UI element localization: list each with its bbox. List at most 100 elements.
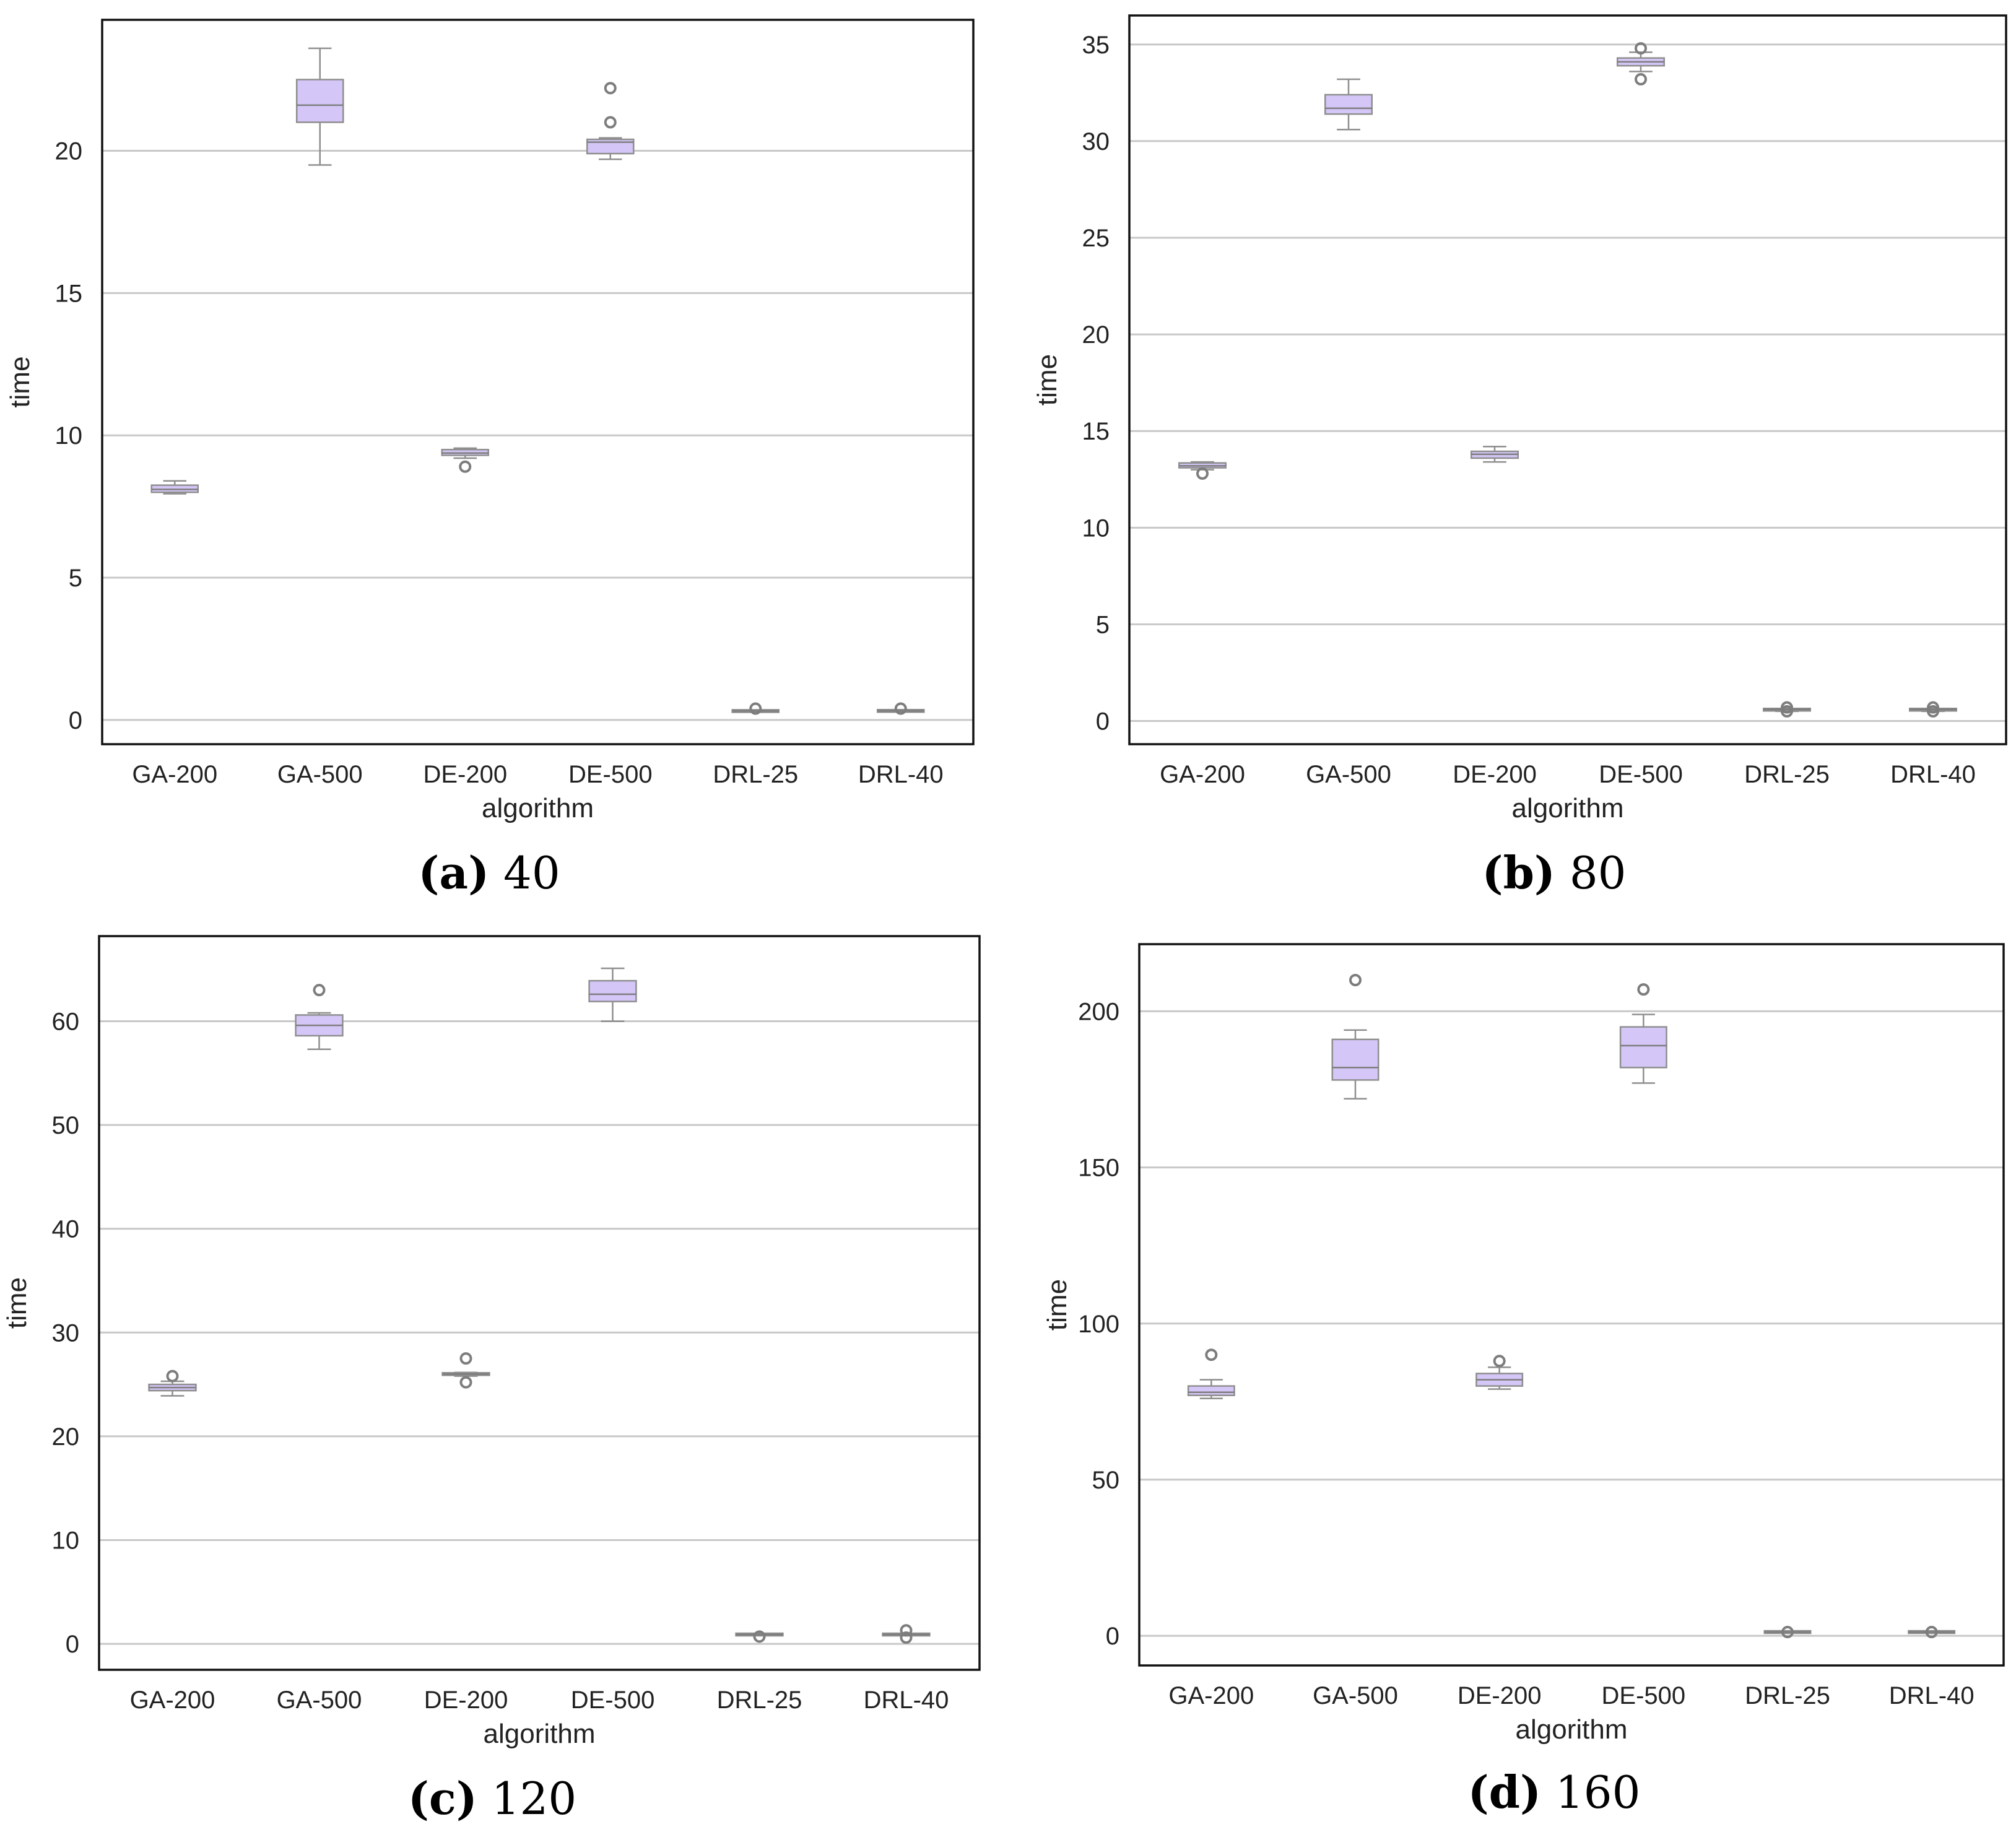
subplot-d: 0 50 100 150 200 GA-200 GA-500 DE-200 DE-500 DRL-… [1042, 943, 2005, 1818]
box-ga-500 [295, 984, 344, 1050]
outlier-point [1781, 705, 1793, 718]
y-tick-label: 35 [1082, 32, 1110, 59]
y-tick-label: 15 [55, 280, 83, 307]
caption-value: 80 [1555, 847, 1627, 899]
outlier-point [459, 1376, 472, 1389]
x-tick-label: GA-200 [132, 761, 217, 788]
box-de-200 [441, 1352, 490, 1389]
plot-frame [101, 19, 975, 745]
box-ga-500 [1331, 973, 1379, 1100]
y-axis-title: time [2, 1277, 32, 1329]
outlier-point [1781, 1626, 1794, 1639]
y-tick-label: 30 [52, 1319, 80, 1347]
plot-frame [1128, 14, 2007, 745]
box-ga-200 [148, 1370, 197, 1397]
outlier-point [1205, 1348, 1218, 1361]
x-tick-label: DRL-40 [858, 761, 944, 788]
caption-letter: (c) [408, 1772, 477, 1825]
x-axis-title: algorithm [484, 1719, 596, 1749]
outlier-point [900, 1624, 913, 1637]
outlier-point [1637, 983, 1650, 996]
box-drl-40 [1908, 701, 1958, 718]
y-tick-label: 15 [1082, 418, 1110, 445]
box-drl-40 [876, 702, 925, 715]
y-tick-label: 5 [1096, 611, 1110, 638]
x-tick-label: GA-500 [277, 1687, 362, 1714]
y-tick-label: 100 [1078, 1311, 1119, 1338]
x-tick-label: DE-500 [1599, 761, 1683, 788]
box-de-200 [1475, 1355, 1524, 1390]
y-tick-label: 0 [66, 1631, 79, 1658]
caption-value: 40 [489, 847, 560, 899]
y-tick-label: 0 [1106, 1623, 1119, 1650]
outlier-point [459, 460, 472, 473]
box-ga-200 [1187, 1348, 1235, 1400]
x-tick-label: DE-500 [571, 1687, 655, 1714]
y-tick-label: 50 [52, 1112, 80, 1139]
box-iqr [1187, 1385, 1235, 1397]
caption-value: 120 [477, 1773, 576, 1825]
x-axis-title: algorithm [1512, 793, 1624, 823]
box-de-500 [586, 82, 635, 160]
outlier-point [1635, 73, 1647, 86]
box-ga-500 [1324, 78, 1373, 131]
subplot-caption: (c) 120 [408, 1772, 576, 1825]
x-axis-title: algorithm [1516, 1714, 1628, 1745]
x-tick-label: DRL-25 [1744, 761, 1830, 788]
box-drl-40 [882, 1624, 931, 1644]
outlier-point [1927, 701, 1939, 714]
y-axis-title: time [5, 356, 35, 407]
subplot-b: 0 5 10 15 20 25 30 35 GA-200 GA-500 DE-200 DE-500 DR… [1032, 14, 2007, 899]
y-tick-label: 60 [52, 1008, 80, 1035]
x-tick-label: GA-500 [1306, 761, 1391, 788]
caption-letter: (b) [1482, 846, 1555, 899]
y-tick-label: 10 [55, 422, 83, 449]
box-ga-200 [1178, 461, 1227, 480]
outlier-point [1781, 701, 1793, 714]
box-de-500 [1619, 983, 1667, 1084]
x-tick-label: DE-200 [1458, 1682, 1542, 1709]
y-tick-label: 10 [1082, 514, 1110, 542]
x-tick-label: DRL-40 [1889, 1682, 1975, 1709]
subplot-caption: (d) 160 [1468, 1766, 1641, 1818]
x-tick-label: GA-200 [130, 1687, 215, 1714]
caption-value: 160 [1541, 1766, 1640, 1818]
box-iqr [1331, 1038, 1379, 1081]
x-tick-label: DRL-25 [1745, 1682, 1830, 1709]
box-iqr [588, 979, 637, 1002]
box-iqr [1324, 93, 1373, 115]
x-tick-label: DRL-40 [1890, 761, 1976, 788]
x-tick-label: DE-200 [424, 1687, 508, 1714]
outlier-point [1493, 1355, 1506, 1368]
y-tick-label: 10 [52, 1527, 80, 1554]
x-tick-label: GA-500 [277, 761, 363, 788]
outlier-point [900, 1631, 913, 1644]
subplot-c: 0 10 20 30 40 50 60 GA-200 GA-500 DE-200 DE-500 DRL… [2, 935, 981, 1825]
y-tick-label: 0 [69, 707, 82, 734]
y-tick-label: 30 [1082, 128, 1110, 155]
box-drl-25 [1763, 1626, 1812, 1639]
outlier-point [894, 702, 907, 715]
y-axis-title: time [1042, 1279, 1072, 1331]
outlier-point [604, 82, 617, 95]
outlier-point [459, 1352, 472, 1365]
x-tick-label: DRL-40 [864, 1687, 949, 1714]
box-de-500 [588, 967, 637, 1022]
y-tick-label: 20 [1082, 321, 1110, 349]
y-tick-label: 20 [55, 137, 83, 165]
x-tick-label: GA-500 [1313, 1682, 1398, 1709]
box-ga-500 [295, 47, 344, 166]
y-tick-label: 150 [1078, 1155, 1119, 1182]
caption-letter: (d) [1468, 1766, 1541, 1818]
box-ga-200 [150, 480, 199, 495]
x-tick-label: GA-200 [1160, 761, 1245, 788]
subplot-caption: (b) 80 [1482, 846, 1627, 899]
x-tick-label: DE-500 [1602, 1682, 1686, 1709]
y-axis-title: time [1032, 354, 1062, 406]
y-tick-label: 50 [1092, 1467, 1120, 1494]
outlier-point [313, 984, 326, 997]
x-tick-label: DE-500 [568, 761, 653, 788]
box-iqr [295, 79, 344, 123]
outlier-point [1635, 42, 1647, 55]
